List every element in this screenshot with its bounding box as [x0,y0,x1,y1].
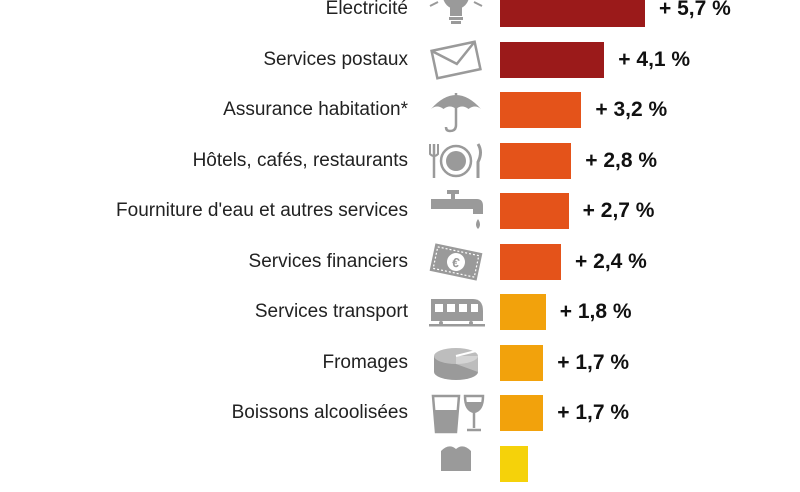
light-bulb-icon [425,0,487,32]
value-label: + 2,7 % [582,199,655,222]
category-label: Hôtels, cafés, restaurants [192,149,408,171]
category-label: Services postaux [263,48,408,70]
cheese-icon [425,340,487,386]
value-label: + 5,7 % [659,0,731,20]
bar [500,92,582,128]
category-label: Services transport [254,301,408,322]
bar [500,243,562,280]
category-label: Fourniture d'eau et autres services [116,200,408,221]
bar [500,41,605,78]
value-label: + 1,8 % [559,300,632,323]
value-label: + 4,1 % [618,47,691,71]
plate-cutlery-icon [425,138,487,184]
umbrella-icon [425,87,487,133]
category-label: Boissons alcoolisées [231,402,408,423]
chart-area: Electricité + 5,7 % Services postaux + 4,… [116,0,731,482]
svg-text:€: € [451,254,461,270]
bar [500,0,645,27]
value-label: + 1,7 % [557,350,630,374]
category-label: Fromages [322,351,408,373]
bar [500,294,546,330]
bar [500,395,544,431]
value-label: + 1,7 % [557,401,630,424]
train-icon [425,289,487,335]
bar-partial [500,445,528,482]
euro-banknote-icon: € [425,239,487,285]
bar [500,142,572,179]
value-label: + 2,4 % [575,249,647,273]
glasses-icon [425,390,487,436]
value-label: + 2,8 % [585,148,658,172]
category-label: Assurance habitation* [223,99,408,120]
bar [500,193,569,229]
envelope-icon [425,37,487,83]
category-label: Electricité [325,0,408,19]
partial-icon [425,441,487,487]
water-tap-icon [425,188,487,234]
category-label: Services financiers [248,250,408,272]
value-label: + 3,2 % [595,98,668,121]
bar [500,344,544,381]
